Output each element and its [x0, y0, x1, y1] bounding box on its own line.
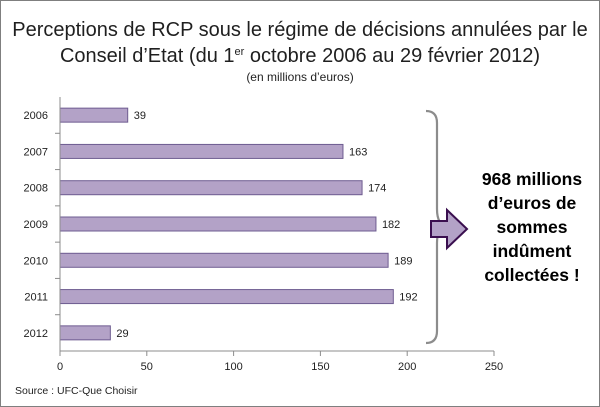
right-arrow-icon [430, 207, 469, 251]
bar-2007 [59, 143, 344, 159]
x-tick-label-200: 200 [398, 361, 416, 373]
y-tick-label-2008: 2008 [24, 183, 48, 195]
chart-title: Perceptions de RCP sous le régime de déc… [1, 17, 599, 69]
bar-value-label-2012: 29 [116, 328, 128, 340]
x-tick-label-100: 100 [224, 361, 242, 373]
bar-value-labels: 39 163 174 182 189 192 29 [116, 110, 417, 340]
y-tick-label-2012: 2012 [24, 328, 48, 340]
x-tick-label-250: 250 [485, 361, 503, 373]
bar-value-label-2006: 39 [134, 110, 146, 122]
bar-value-label-2010: 189 [394, 255, 412, 267]
source-note: Source : UFC-Que Choisir [15, 385, 138, 397]
bar-value-label-2009: 182 [382, 219, 400, 231]
callout-line: indûment [492, 241, 572, 261]
bars [59, 107, 394, 341]
chart-title-main: Perceptions de RCP sous le régime de déc… [12, 19, 588, 67]
y-tick-label-2006: 2006 [24, 110, 48, 122]
callout-line: d’euros de [487, 193, 577, 213]
callout-line: 968 millions [481, 169, 583, 189]
y-tick-label-2007: 2007 [24, 146, 48, 158]
callout-line: collectées ! [484, 265, 580, 285]
y-tick-label-2011: 2011 [24, 292, 48, 304]
bar-2012 [59, 325, 111, 341]
bar-2011 [59, 289, 394, 305]
x-tick-label-50: 50 [141, 361, 153, 373]
chart-title-superscript: er [234, 46, 245, 58]
x-tick-label-150: 150 [311, 361, 329, 373]
x-tick-label-0: 0 [57, 361, 63, 373]
chart-title-end: octobre 2006 au 29 février 2012) [244, 45, 541, 67]
bar-2008 [59, 180, 363, 196]
y-tick-label-2010: 2010 [24, 255, 48, 267]
bar-2010 [59, 252, 389, 268]
bar-value-label-2011: 192 [399, 292, 417, 304]
y-axis-labels: 2006 2007 2008 2009 2010 2011 2012 [24, 110, 60, 340]
bar-value-label-2007: 163 [349, 146, 367, 158]
bar-value-label-2008: 174 [368, 183, 386, 195]
bar-2006 [59, 107, 129, 123]
callout-line: sommes [496, 217, 568, 237]
chart-subtitle: (en millions d’euros) [246, 70, 354, 84]
callout-text: 968 millions d’euros de sommes indûment … [467, 167, 597, 287]
x-axis-ticks: 0 50 100 150 200 250 [57, 351, 503, 373]
bar-2009 [59, 216, 377, 232]
y-tick-label-2009: 2009 [24, 219, 48, 231]
